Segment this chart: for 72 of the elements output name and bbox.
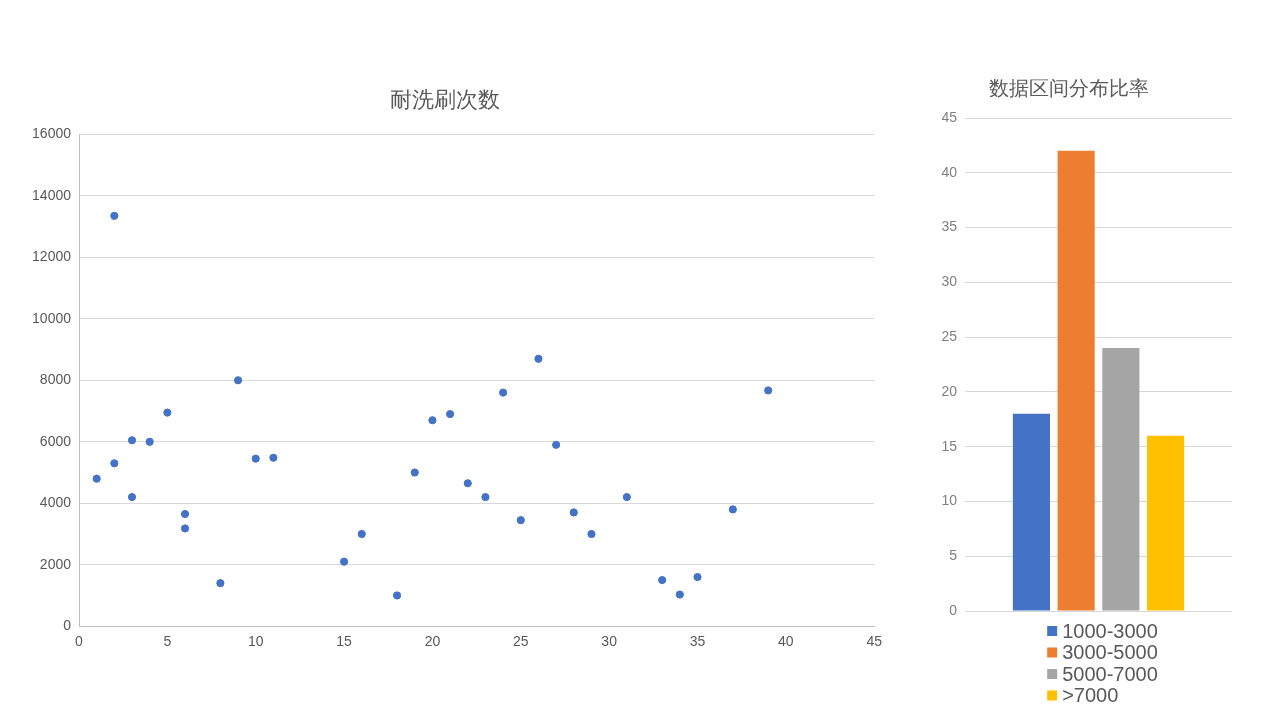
legend-label: 3000-5000	[1062, 641, 1158, 664]
point	[499, 388, 508, 397]
y-tick-label: 10000	[32, 309, 72, 326]
point	[127, 493, 137, 502]
legend-label: 1000-3000	[1062, 619, 1158, 642]
point	[216, 579, 225, 588]
bar	[1012, 413, 1050, 611]
bar	[1102, 348, 1140, 611]
y-tick-label: 5	[949, 547, 958, 564]
legend-label: 5000-7000	[1062, 662, 1158, 685]
legend-label: >7000	[1062, 684, 1119, 707]
point	[675, 590, 684, 599]
bar	[1057, 150, 1095, 611]
point	[693, 572, 702, 582]
point	[728, 505, 737, 514]
y-tick-label: 2000	[39, 555, 72, 572]
point	[180, 509, 190, 519]
x-tick-label: 35	[689, 633, 706, 650]
point	[516, 516, 525, 525]
point	[180, 524, 190, 533]
y-tick-label: 8000	[39, 371, 72, 388]
y-tick-label: 16000	[32, 125, 72, 142]
y-tick-label: 10	[941, 492, 958, 509]
point	[145, 437, 154, 446]
y-tick-label: 35	[941, 218, 958, 235]
x-tick-label: 40	[778, 633, 794, 650]
x-tick-label: 0	[75, 633, 84, 650]
point	[163, 408, 172, 417]
y-tick-label: 4000	[39, 494, 72, 511]
point	[410, 468, 419, 477]
point	[357, 529, 366, 539]
x-tick-label: 45	[866, 633, 883, 650]
bar	[1147, 435, 1185, 611]
y-tick-label: 0	[63, 617, 72, 634]
x-tick-label: 20	[424, 633, 441, 650]
point	[587, 529, 596, 539]
x-tick-label: 5	[163, 633, 172, 650]
x-tick-label: 10	[247, 633, 264, 650]
point	[569, 508, 578, 517]
y-tick-label: 25	[941, 327, 958, 344]
point	[428, 416, 437, 425]
x-tick-label: 30	[601, 633, 618, 650]
y-tick-label: 14000	[32, 186, 72, 203]
point	[233, 376, 243, 385]
y-tick-label: 12000	[32, 248, 72, 265]
x-tick-label: 15	[336, 633, 353, 650]
point	[392, 591, 402, 600]
point	[446, 410, 455, 419]
y-tick-label: 0	[949, 601, 958, 618]
y-tick-label: 20	[941, 382, 958, 399]
point	[110, 211, 119, 220]
point	[92, 474, 101, 483]
y-tick-label: 15	[941, 437, 958, 454]
point	[481, 493, 490, 502]
y-tick-label: 30	[941, 273, 958, 290]
x-tick-label: 25	[513, 633, 529, 650]
point	[658, 575, 667, 585]
point	[251, 454, 260, 463]
point	[764, 386, 773, 395]
point	[110, 459, 119, 468]
point	[534, 354, 543, 363]
point	[622, 493, 631, 502]
point	[127, 436, 137, 445]
chart-title: 耐洗刷次数	[390, 87, 500, 113]
point	[269, 453, 278, 462]
point	[552, 440, 561, 449]
y-tick-label: 6000	[39, 432, 72, 449]
point	[339, 557, 349, 566]
y-tick-label: 45	[941, 108, 958, 125]
chart-title: 数据区间分布比率	[988, 76, 1149, 99]
y-tick-label: 40	[941, 163, 958, 180]
point	[463, 479, 472, 488]
